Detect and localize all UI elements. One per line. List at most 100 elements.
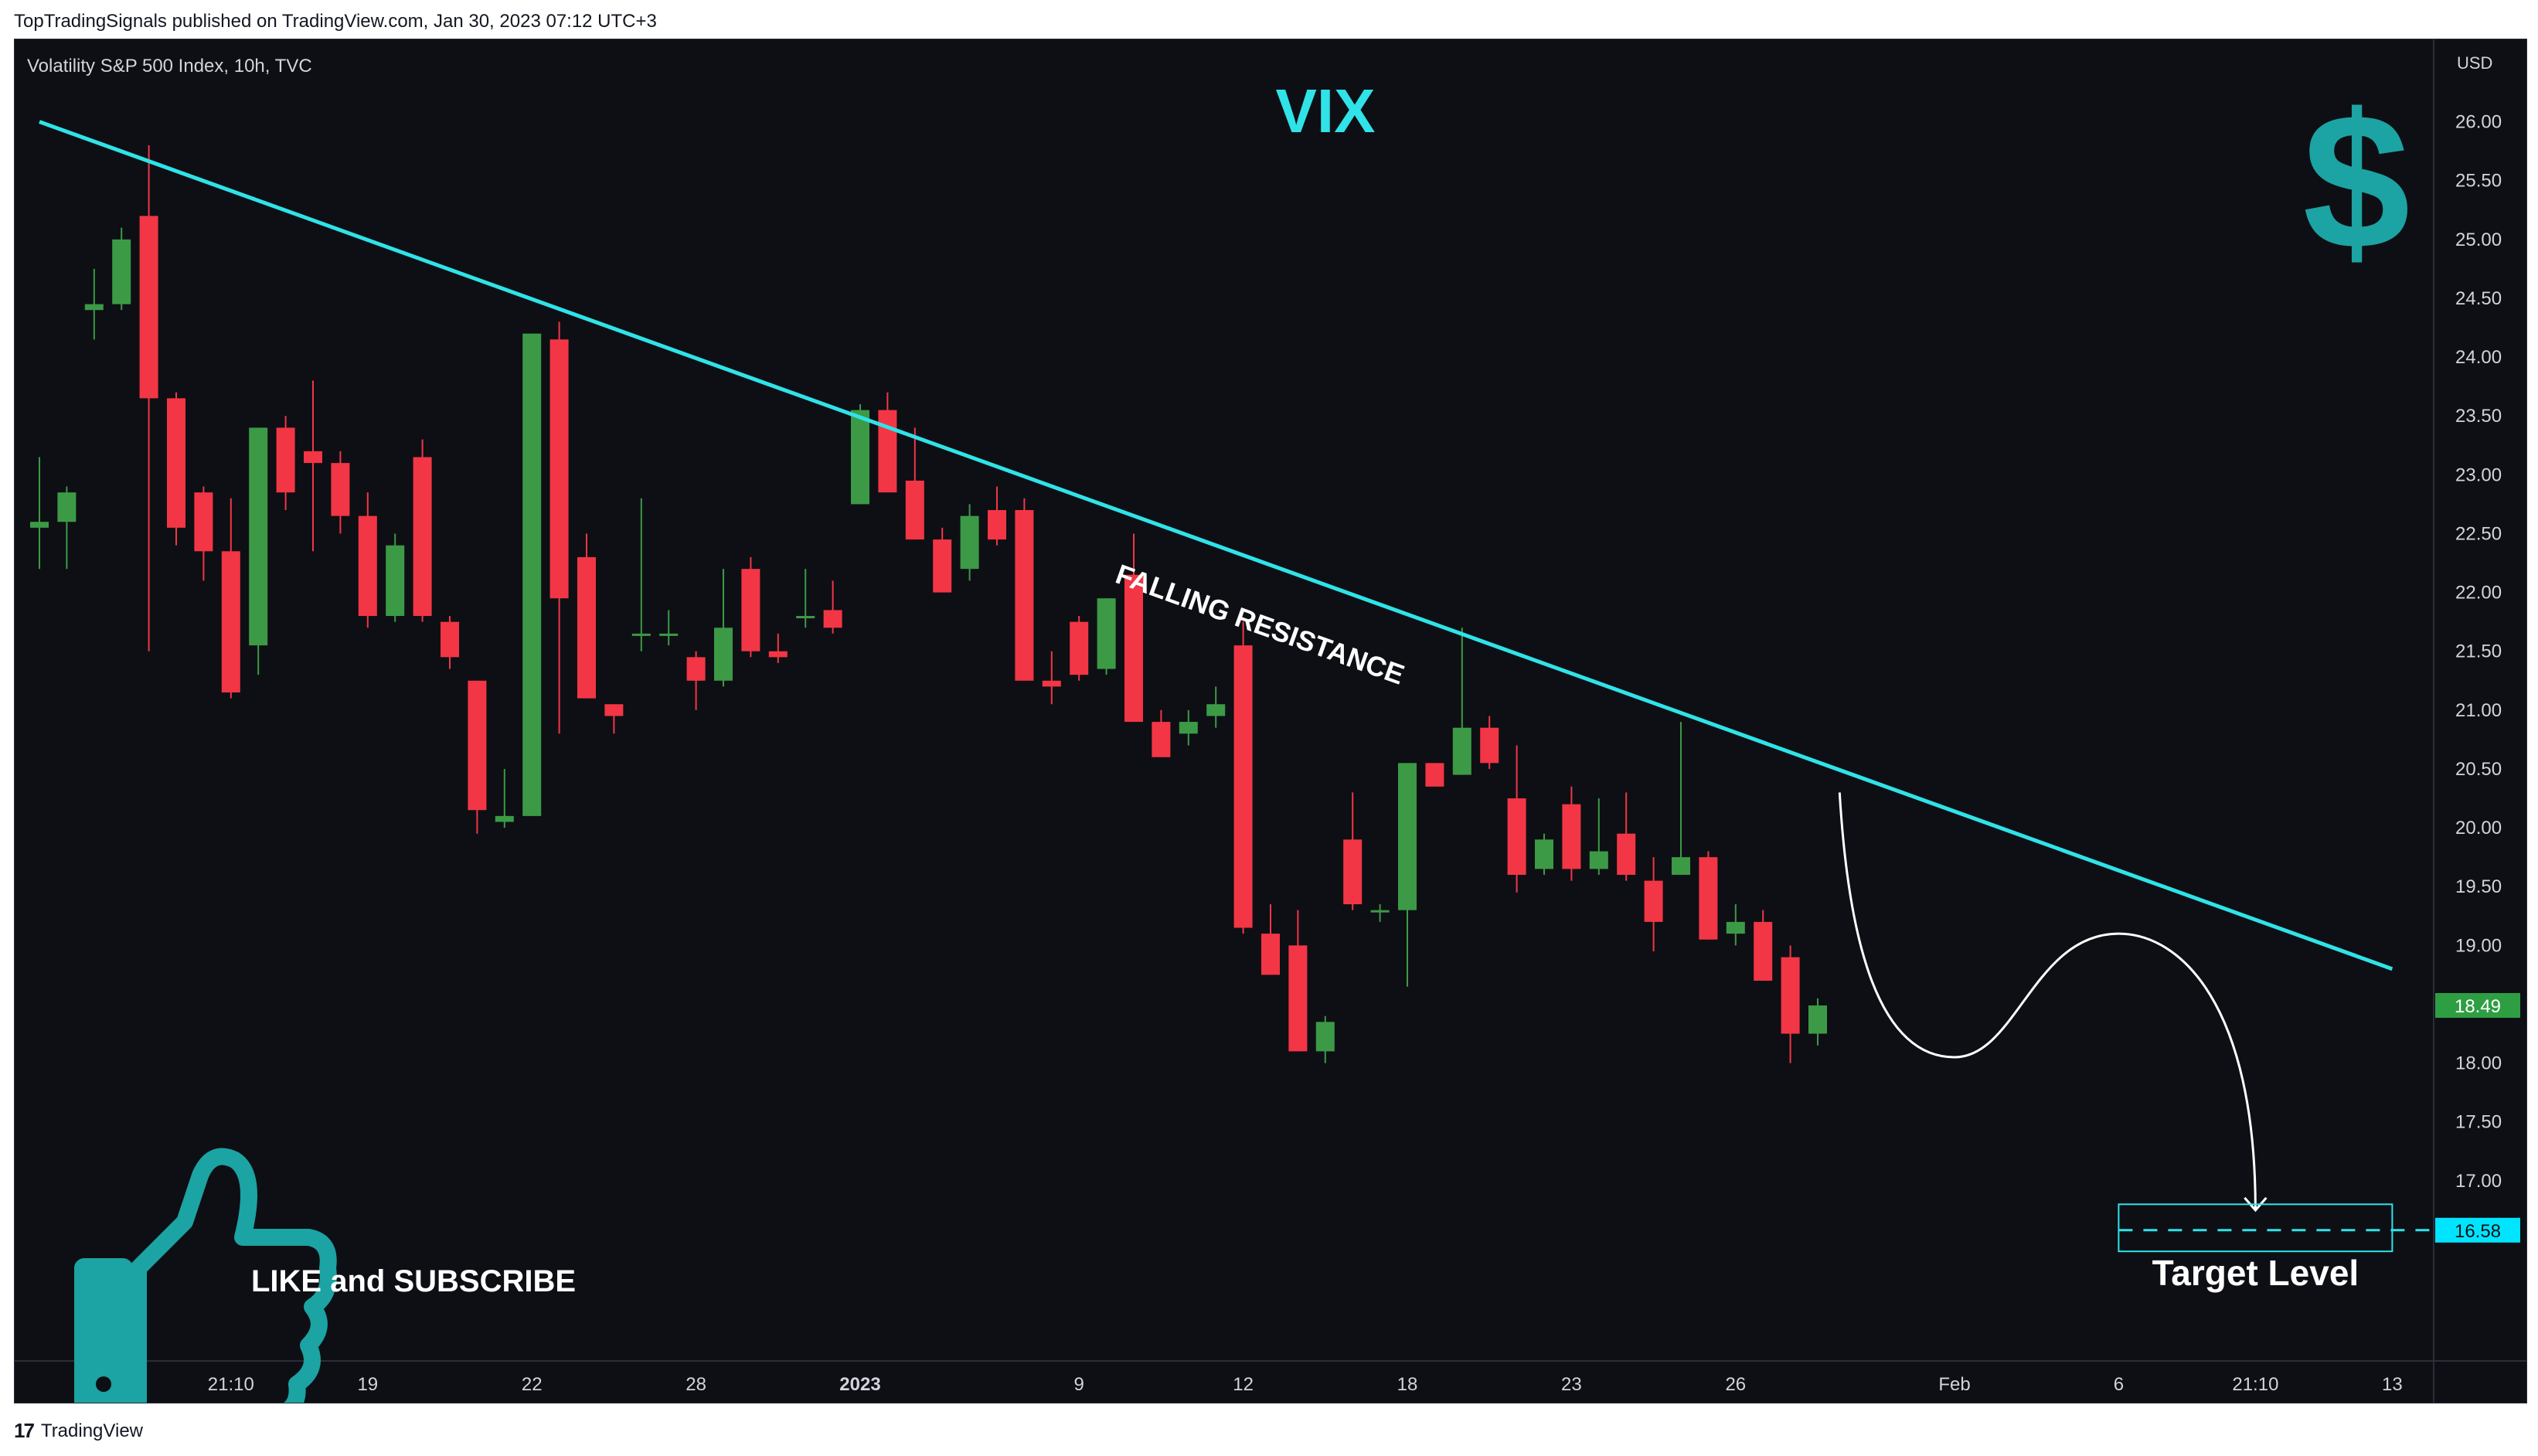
vix-candlestick-chart[interactable]: Volatility S&P 500 Index, 10h, TVC USD 26.…: [15, 39, 2526, 1403]
candle: [1672, 722, 1690, 875]
x-tick-label: Feb: [1938, 1374, 1970, 1395]
x-tick-label: 6: [2114, 1374, 2124, 1395]
candle: [1480, 716, 1499, 769]
candle-body: [1261, 934, 1280, 975]
current-price-label: 18.49: [2455, 996, 2501, 1017]
candle: [112, 227, 131, 311]
x-tick-label: 18: [1397, 1374, 1418, 1395]
candle-body: [823, 610, 842, 628]
projection-curve: [1838, 792, 2257, 1210]
candle-body: [1015, 510, 1034, 681]
y-tick-label: 23.00: [2455, 464, 2502, 485]
chart-panel[interactable]: Volatility S&P 500 Index, 10h, TVC USD 26.…: [14, 39, 2527, 1403]
candle: [796, 569, 815, 628]
candle: [249, 427, 268, 675]
candle-body: [112, 239, 131, 304]
target-price-label: 16.58: [2455, 1221, 2501, 1242]
candle-body: [304, 451, 322, 464]
candle-body: [1425, 763, 1444, 787]
candle-body: [1288, 945, 1308, 1052]
candle: [331, 451, 350, 534]
candle: [1261, 904, 1280, 975]
y-tick-label: 21.00: [2455, 700, 2502, 721]
candle: [304, 380, 322, 552]
candle-body: [1124, 574, 1143, 723]
candle-body: [659, 633, 679, 636]
candle-body: [1343, 839, 1363, 905]
candle: [1152, 709, 1171, 757]
candle: [468, 680, 487, 834]
candle: [276, 416, 295, 511]
chart-title: VIX: [1276, 77, 1376, 145]
x-tick-label: 23: [1561, 1374, 1582, 1395]
y-tick-label: 20.00: [2455, 818, 2502, 839]
candle-body: [768, 651, 788, 658]
candle-body: [878, 410, 897, 493]
tradingview-logo-icon: 17: [14, 1419, 35, 1442]
candle: [1589, 798, 1608, 875]
candle-body: [441, 621, 459, 658]
x-tick-label: 9: [1074, 1374, 1084, 1395]
candle-body: [905, 480, 924, 540]
candle-body: [1480, 727, 1499, 764]
candle-body: [84, 304, 104, 311]
candle: [495, 768, 514, 828]
candle: [1370, 904, 1390, 922]
y-tick-label: 25.00: [2455, 230, 2502, 250]
target-price-badge: [2435, 1217, 2520, 1243]
candle-body: [1535, 839, 1553, 869]
candle-body: [57, 492, 77, 522]
candle-body: [604, 704, 624, 716]
y-tick-label: 19.00: [2455, 935, 2502, 956]
y-tick-label: 22.50: [2455, 523, 2502, 544]
candle: [1233, 621, 1253, 934]
candle: [139, 145, 158, 651]
like-and-subscribe-text: LIKE and SUBSCRIBE: [251, 1264, 576, 1298]
symbol-info: Volatility S&P 500 Index, 10h, TVC: [27, 56, 312, 77]
target-zone-box: [2118, 1203, 2393, 1253]
candle: [1179, 709, 1198, 746]
candle: [1617, 792, 1636, 881]
candle: [604, 704, 624, 734]
candle-body: [686, 657, 706, 681]
y-tick-label: 17.00: [2455, 1171, 2502, 1192]
candle-body: [522, 333, 542, 816]
candle: [1315, 1015, 1335, 1063]
candle: [221, 498, 240, 699]
y-tick-label: 26.00: [2455, 112, 2502, 133]
candle: [1726, 904, 1745, 946]
candle-body: [1672, 857, 1690, 875]
candle-body: [468, 680, 487, 811]
y-tick-label: 23.50: [2455, 406, 2502, 427]
candle: [1425, 763, 1444, 787]
candle: [631, 498, 651, 651]
candle-body: [221, 551, 240, 692]
candle: [441, 616, 459, 669]
candle: [686, 651, 706, 710]
candle-body: [1315, 1022, 1335, 1052]
candle: [84, 268, 104, 340]
dollar-sign-icon: $: [2302, 73, 2410, 289]
y-tick-label: 18.00: [2455, 1053, 2502, 1074]
y-tick-label: 25.50: [2455, 171, 2502, 192]
candle: [358, 492, 377, 628]
x-tick-label: 26: [1725, 1374, 1746, 1395]
candle: [1452, 628, 1471, 775]
publish-info: TopTradingSignals published on TradingVi…: [14, 11, 657, 32]
candle-body: [30, 522, 49, 528]
target-level-label: Target Level: [2152, 1253, 2359, 1293]
y-tick-label: 24.00: [2455, 347, 2502, 368]
candle-body: [413, 457, 432, 617]
candle: [1754, 910, 1773, 981]
current-price-badge: [2435, 992, 2520, 1018]
candle-body: [1152, 722, 1171, 757]
candle: [823, 580, 842, 634]
candle: [57, 486, 77, 570]
candle: [1070, 616, 1089, 681]
candle: [1206, 686, 1226, 728]
y-tick-label: 22.00: [2455, 583, 2502, 604]
x-tick-label: 21:10: [208, 1374, 254, 1395]
falling-resistance-line: [39, 120, 2393, 971]
falling-resistance-label: FALLING RESISTANCE: [1112, 558, 1409, 691]
y-tick-label: 17.50: [2455, 1112, 2502, 1133]
